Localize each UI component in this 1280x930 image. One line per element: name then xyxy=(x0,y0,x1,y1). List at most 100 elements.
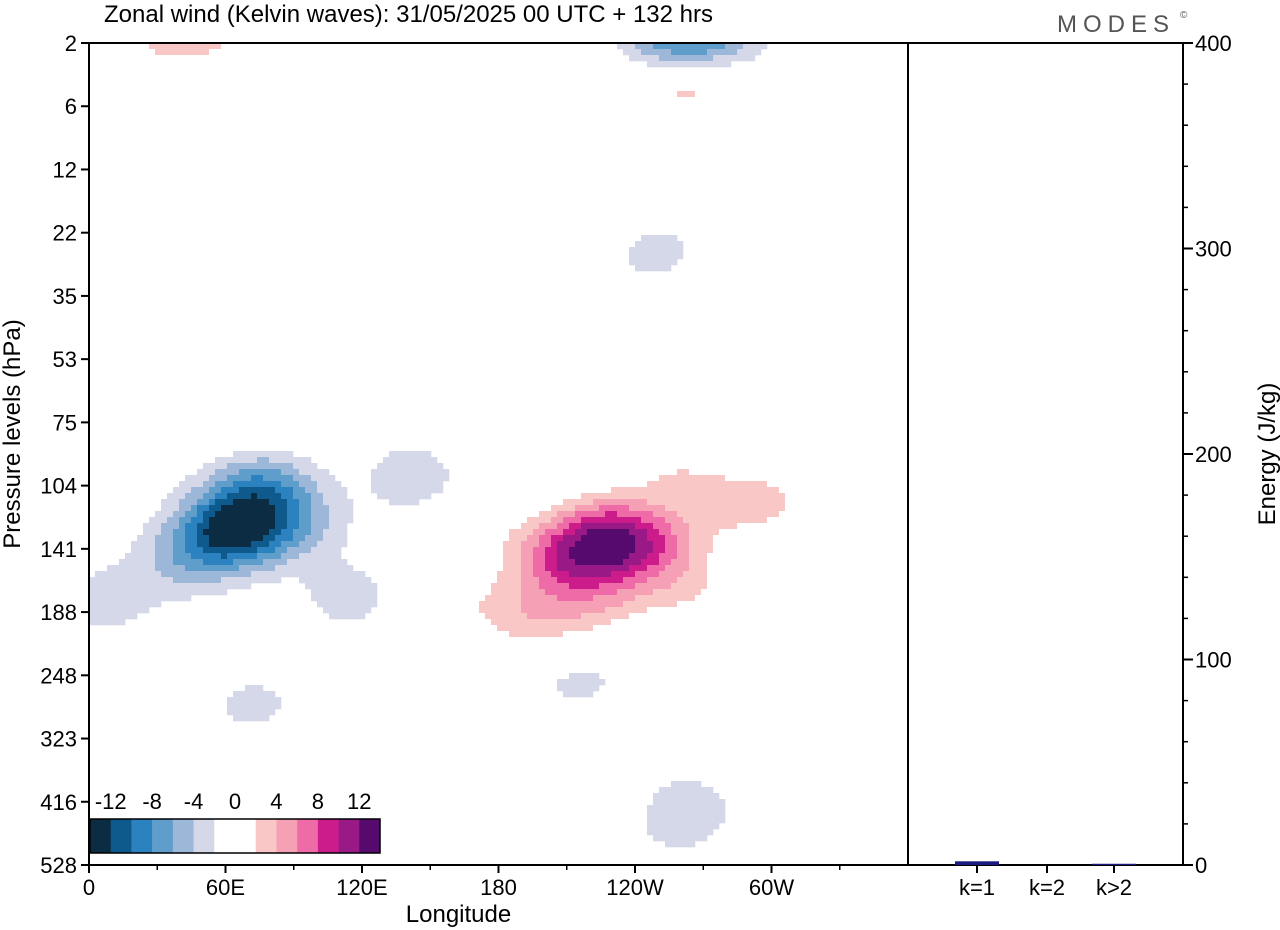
field-cell xyxy=(635,601,642,608)
field-cell xyxy=(497,589,504,596)
field-cell xyxy=(221,475,228,482)
field-cell xyxy=(395,475,402,482)
field-cell xyxy=(275,61,282,68)
field-cell xyxy=(695,481,702,488)
field-cell xyxy=(731,721,738,728)
field-cell xyxy=(239,577,246,584)
field-cell xyxy=(431,67,438,74)
field-cell xyxy=(551,511,558,518)
field-cell xyxy=(641,517,648,524)
field-cell xyxy=(575,625,582,632)
field-cell xyxy=(809,511,816,518)
field-cell xyxy=(227,697,234,704)
field-cell xyxy=(533,619,540,626)
field-cell xyxy=(461,619,468,626)
field-cell xyxy=(551,775,558,782)
field-cell xyxy=(329,553,336,560)
field-cell xyxy=(557,67,564,74)
field-cell xyxy=(503,583,510,590)
field-cell xyxy=(701,493,708,500)
field-cell xyxy=(125,571,132,578)
y-tick-label: 416 xyxy=(40,790,77,815)
field-cell xyxy=(599,625,606,632)
field-cell xyxy=(323,49,330,56)
field-cell xyxy=(527,79,534,86)
field-cell xyxy=(635,451,642,458)
field-cell xyxy=(629,613,636,620)
field-cell xyxy=(737,457,744,464)
field-cell xyxy=(521,775,528,782)
y-tick-label: 6 xyxy=(65,94,77,119)
field-cell xyxy=(521,91,528,98)
field-cell xyxy=(773,469,780,476)
field-cell xyxy=(431,73,438,80)
field-cell xyxy=(533,787,540,794)
field-cell xyxy=(563,79,570,86)
field-cell xyxy=(209,553,216,560)
field-cell xyxy=(449,619,456,626)
field-cell xyxy=(599,595,606,602)
field-cell xyxy=(725,559,732,566)
field-cell xyxy=(701,541,708,548)
field-cell xyxy=(185,559,192,566)
field-cell xyxy=(713,733,720,740)
field-cell xyxy=(563,61,570,68)
field-cell xyxy=(809,493,816,500)
field-cell xyxy=(509,517,516,524)
field-cell xyxy=(527,637,534,644)
field-cell xyxy=(545,49,552,56)
field-cell xyxy=(719,481,726,488)
field-cell xyxy=(209,43,216,50)
field-cell xyxy=(755,529,762,536)
field-cell xyxy=(551,757,558,764)
energy-tick-label: 0 xyxy=(1195,853,1207,878)
field-cell xyxy=(539,793,546,800)
field-cell xyxy=(299,79,306,86)
field-cell xyxy=(587,553,594,560)
field-cell xyxy=(755,535,762,542)
field-cell xyxy=(695,529,702,536)
field-cell xyxy=(281,487,288,494)
field-cell xyxy=(233,697,240,704)
field-cell xyxy=(737,733,744,740)
field-cell xyxy=(251,517,258,524)
field-cell xyxy=(671,49,678,56)
field-cell xyxy=(299,505,306,512)
field-cell xyxy=(317,91,324,98)
field-cell xyxy=(767,517,774,524)
field-cell xyxy=(635,589,642,596)
field-cell xyxy=(755,721,762,728)
field-cell xyxy=(581,829,588,836)
field-cell xyxy=(719,487,726,494)
field-cell xyxy=(683,535,690,542)
field-cell xyxy=(203,589,210,596)
field-cell xyxy=(515,775,522,782)
field-cell xyxy=(569,763,576,770)
field-cell xyxy=(551,637,558,644)
field-cell xyxy=(605,487,612,494)
field-cell xyxy=(467,55,474,62)
field-cell xyxy=(611,565,618,572)
field-cell xyxy=(341,529,348,536)
field-cell xyxy=(317,559,324,566)
field-cell xyxy=(749,529,756,536)
field-cell xyxy=(167,505,174,512)
field-cell xyxy=(521,643,528,650)
field-cell xyxy=(677,463,684,470)
field-cell xyxy=(317,589,324,596)
field-cell xyxy=(509,67,516,74)
field-cell xyxy=(239,505,246,512)
field-cell xyxy=(569,595,576,602)
field-cell xyxy=(161,61,168,68)
field-cell xyxy=(239,457,246,464)
field-cell xyxy=(443,583,450,590)
field-cell xyxy=(713,535,720,542)
field-cell xyxy=(779,475,786,482)
field-cell xyxy=(233,43,240,50)
field-cell xyxy=(353,91,360,98)
field-cell xyxy=(515,769,522,776)
field-cell xyxy=(695,541,702,548)
field-cell xyxy=(707,43,714,50)
field-cell xyxy=(503,523,510,530)
field-cell xyxy=(659,601,666,608)
